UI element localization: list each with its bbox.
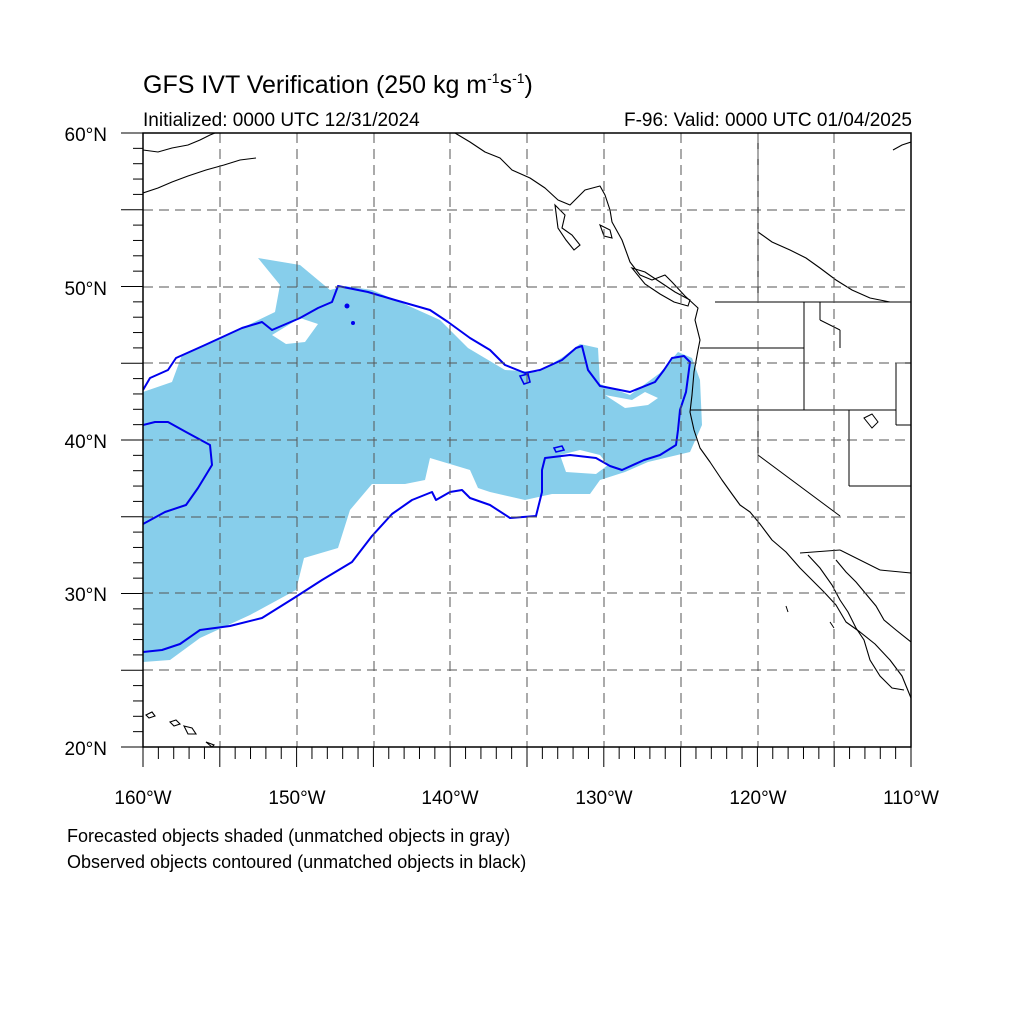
valid-time-label: F-96: Valid: 0000 UTC 01/04/2025 bbox=[624, 110, 912, 131]
map-title: GFS IVT Verification (250 kg m-1s-1) bbox=[143, 70, 533, 99]
island-vancouver bbox=[630, 266, 691, 307]
lat-label: 20°N bbox=[65, 739, 107, 760]
latitude-labels: 20°N 30°N 40°N 50°N 60°N bbox=[65, 125, 107, 760]
lake-small bbox=[785, 413, 879, 629]
longitude-labels: 160°W 150°W 140°W 130°W 120°W 110°W bbox=[114, 788, 939, 809]
coastline-alaska bbox=[143, 133, 216, 153]
lon-label: 110°W bbox=[883, 788, 939, 809]
lon-label: 160°W bbox=[114, 788, 171, 809]
forecast-ivt-object bbox=[143, 258, 702, 662]
observed-ivt-dot bbox=[351, 321, 355, 325]
legend-note-observed: Observed objects contoured (unmatched ob… bbox=[67, 852, 527, 872]
lon-label: 150°W bbox=[268, 788, 325, 809]
coastline-gulf-california bbox=[835, 559, 911, 643]
lon-label: 140°W bbox=[421, 788, 478, 809]
lat-label: 50°N bbox=[65, 279, 107, 300]
lat-label: 60°N bbox=[65, 125, 107, 146]
observed-ivt-contour-main bbox=[143, 285, 691, 653]
hawaii-islands bbox=[145, 711, 215, 747]
observed-ivt-dot bbox=[344, 303, 350, 309]
hudson-coast-north bbox=[757, 231, 911, 303]
initialized-label: Initialized: 0000 UTC 12/31/2024 bbox=[143, 110, 420, 131]
island-group bbox=[554, 203, 613, 251]
graticule bbox=[143, 133, 911, 747]
coastline-baja bbox=[807, 554, 905, 691]
observed-ivt-contour-west bbox=[143, 421, 213, 525]
political-boundaries bbox=[690, 133, 911, 574]
coastline-alaska-peninsula bbox=[143, 157, 257, 194]
coast-northeast bbox=[892, 141, 911, 151]
axis-ticks bbox=[121, 132, 912, 767]
observed-ivt-contour-small bbox=[518, 373, 566, 453]
coastline bbox=[454, 133, 911, 699]
legend-note-forecast: Forecasted objects shaded (unmatched obj… bbox=[67, 826, 511, 846]
lon-label: 120°W bbox=[729, 788, 786, 809]
lat-label: 30°N bbox=[65, 585, 107, 606]
lon-label: 130°W bbox=[575, 788, 632, 809]
lat-label: 40°N bbox=[65, 432, 107, 453]
